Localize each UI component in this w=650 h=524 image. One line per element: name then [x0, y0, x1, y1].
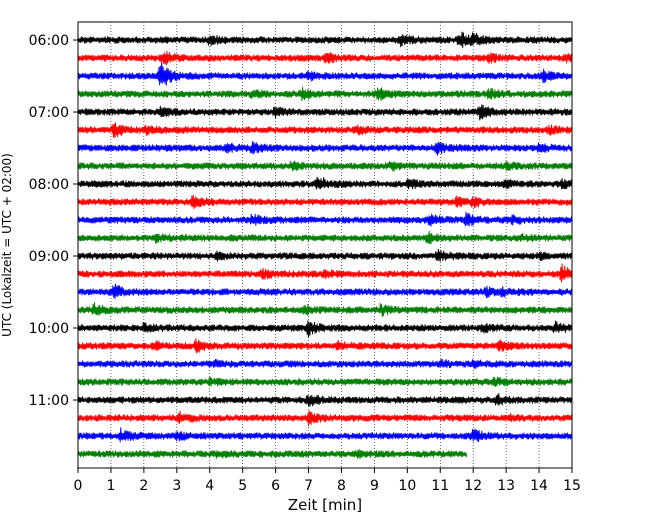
x-tick-label: 4 [205, 478, 214, 494]
x-tick-label: 15 [563, 478, 581, 494]
trace-0730 [77, 141, 573, 156]
y-tick-label: 08:00 [29, 177, 69, 193]
trace-0745 [77, 160, 573, 172]
x-tick-label: 1 [106, 478, 115, 494]
x-axis-label: Zeit [min] [288, 496, 362, 514]
x-tick-label: 7 [304, 478, 313, 494]
trace-0800 [77, 176, 573, 190]
trace-0630 [77, 61, 573, 86]
x-tick-label: 5 [238, 478, 247, 494]
x-tick-label: 14 [530, 478, 548, 494]
y-tick-label: 09:00 [29, 249, 69, 265]
y-tick-label: 07:00 [29, 105, 69, 121]
x-tick-label: 8 [337, 478, 346, 494]
plot-frame [77, 21, 573, 469]
trace-0845 [77, 230, 573, 245]
x-tick-label: 11 [431, 478, 449, 494]
trace-1015 [77, 338, 573, 354]
trace-0830 [77, 211, 573, 227]
trace-1030 [77, 358, 573, 369]
trace-0715 [77, 122, 573, 139]
trace-1100 [77, 393, 573, 407]
trace-0645 [77, 86, 573, 102]
y-axis-label: UTC (Lokalzeit = UTC + 02:00) [0, 153, 14, 337]
trace-0945 [77, 302, 573, 317]
y-tick-label: 06:00 [29, 33, 69, 49]
x-tick-label: 10 [398, 478, 416, 494]
x-tick-label: 6 [271, 478, 280, 494]
y-tick-layer: 06:00 07:00 08:00 09:00 10:00 11:00 [29, 33, 78, 409]
trace-0915 [77, 263, 573, 283]
trace-0930 [77, 283, 573, 300]
trace-layer [77, 31, 573, 459]
y-tick-label: 10:00 [29, 321, 69, 337]
trace-0700 [77, 104, 573, 121]
trace-0815 [77, 194, 573, 210]
x-tick-label: 9 [370, 478, 379, 494]
trace-1130 [77, 427, 573, 443]
x-tick-label: 13 [497, 478, 515, 494]
trace-1115 [77, 410, 573, 427]
trace-1045 [77, 376, 573, 387]
x-tick-label: 0 [74, 478, 83, 494]
trace-0600 [77, 31, 573, 48]
x-tick-label: 3 [172, 478, 181, 494]
y-tick-label: 11:00 [29, 393, 69, 409]
trace-1145 [77, 449, 468, 459]
x-tick-label: 2 [139, 478, 148, 494]
x-tick-label: 12 [464, 478, 482, 494]
grid-layer [110, 22, 540, 468]
trace-1000 [77, 320, 573, 338]
trace-0615 [77, 50, 573, 66]
x-tick-layer: 0 1 2 3 4 5 6 7 8 9 10 11 12 13 14 15 [74, 468, 581, 494]
trace-0900 [77, 248, 573, 262]
